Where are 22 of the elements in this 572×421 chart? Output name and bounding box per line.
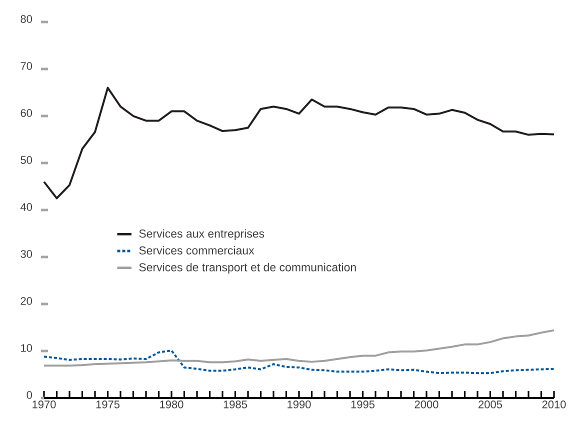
- legend-label: Services aux entreprises: [139, 229, 264, 240]
- y-tick-label: 80: [20, 15, 32, 23]
- x-tick-label: 1990: [288, 400, 311, 408]
- y-tick-label: 0: [26, 391, 32, 399]
- y-tick-label: 30: [20, 250, 32, 258]
- x-tick-label: 2000: [414, 400, 438, 408]
- x-tick-label: 1975: [96, 400, 120, 408]
- y-tick-label: 70: [20, 62, 32, 70]
- x-tick-label: 1985: [224, 400, 248, 408]
- x-tick-label: 2010: [542, 400, 566, 408]
- x-tick-label: 1995: [351, 400, 375, 408]
- y-tick-label: 10: [21, 344, 32, 352]
- x-tick-label: 2005: [478, 400, 502, 408]
- x-tick-label: 1970: [32, 400, 56, 408]
- line-series: [43, 86, 556, 200]
- y-tick-label: 40: [20, 203, 32, 211]
- x-tick-label: 1980: [160, 400, 184, 408]
- y-tick-label: 20: [20, 297, 32, 305]
- y-tick-label: 50: [20, 156, 32, 164]
- y-tick-label: 60: [20, 109, 32, 117]
- legend-label: Services commerciaux: [139, 246, 254, 255]
- legend-label: Services de transport et de communication: [139, 262, 356, 274]
